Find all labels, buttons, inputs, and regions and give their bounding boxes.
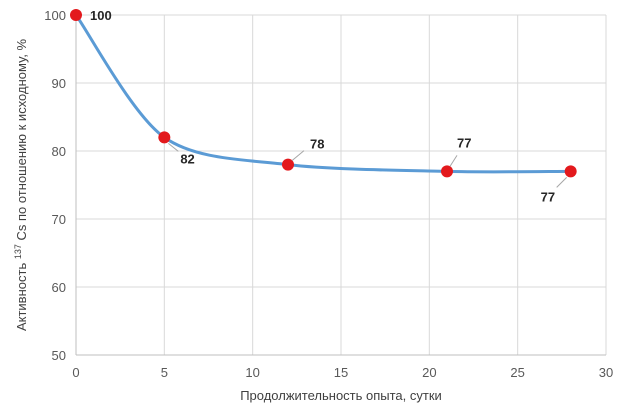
y-tick-label: 100 <box>44 8 66 23</box>
data-label: 78 <box>310 137 324 152</box>
data-label: 100 <box>90 8 112 23</box>
data-point-marker <box>441 165 453 178</box>
data-label-leader <box>168 143 179 152</box>
data-label: 82 <box>180 151 194 166</box>
x-tick-label: 5 <box>161 365 168 380</box>
y-axis-title-after: Cs по отношению к исходному, % <box>14 39 29 241</box>
x-tick-label: 20 <box>422 365 436 380</box>
tick-labels: 50 60 70 80 90 100 0 5 10 15 20 25 30 <box>44 8 613 380</box>
x-axis-title: Продолжительность опыта, сутки <box>240 388 442 403</box>
y-tick-label: 80 <box>52 144 66 159</box>
y-tick-label: 70 <box>52 212 66 227</box>
data-point-marker <box>564 165 577 178</box>
x-tick-label: 25 <box>510 365 524 380</box>
y-axis-title-superscript: 137 <box>13 244 23 259</box>
x-tick-label: 30 <box>599 365 613 380</box>
y-tick-label: 90 <box>52 76 66 91</box>
series <box>70 9 577 178</box>
y-tick-label: 50 <box>52 348 66 363</box>
data-point-marker <box>158 131 171 144</box>
x-tick-label: 0 <box>72 365 79 380</box>
axes <box>75 15 606 356</box>
data-point-marker <box>282 158 294 171</box>
y-axis-title: Активность 137 Cs по отношению к исходно… <box>9 39 29 332</box>
data-label: 77 <box>541 189 555 204</box>
x-tick-label: 10 <box>245 365 259 380</box>
grid <box>76 14 607 355</box>
x-tick-label: 15 <box>334 365 348 380</box>
y-axis-title-before: Активность <box>14 259 29 331</box>
data-label-leader <box>449 155 458 167</box>
data-point-marker <box>70 9 82 21</box>
data-label-leader <box>556 177 568 188</box>
data-label-leader <box>291 150 305 161</box>
data-label: 77 <box>457 135 471 150</box>
y-tick-label: 60 <box>52 280 66 295</box>
data-labels: 100 82 78 77 77 <box>90 8 568 204</box>
